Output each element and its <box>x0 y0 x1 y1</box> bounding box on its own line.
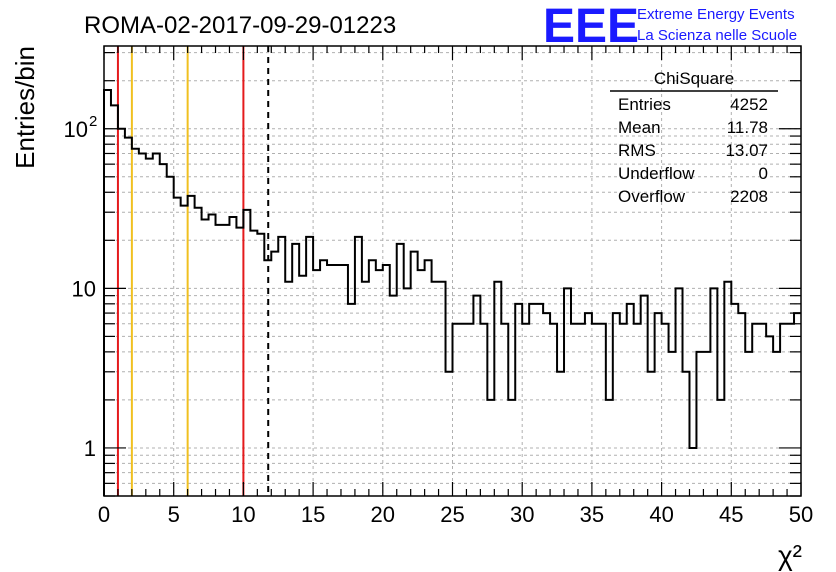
x-tick-label: 15 <box>301 502 325 527</box>
stats-value: 0 <box>759 164 768 183</box>
stats-label: Underflow <box>618 164 695 183</box>
x-tick-label: 20 <box>371 502 395 527</box>
axes <box>103 45 802 497</box>
stats-value: 11.78 <box>727 118 768 137</box>
eee-logo-line1: Extreme Energy Events <box>637 6 795 23</box>
chart-title: ROMA-02-2017-09-29-01223 <box>84 12 396 39</box>
stats-label: RMS <box>618 141 656 160</box>
y-tick-label: 1 <box>84 436 96 461</box>
stats-label: Mean <box>618 118 661 137</box>
x-tick-labels: 0 5 10 15 20 25 30 35 40 45 50 <box>98 502 813 527</box>
stats-label: Entries <box>618 95 671 114</box>
x-tick-label: 5 <box>168 502 180 527</box>
eee-logo-text: EEE <box>543 0 639 53</box>
x-tick-label: 35 <box>580 502 604 527</box>
x-tick-label: 40 <box>649 502 673 527</box>
x-tick-label: 50 <box>789 502 813 527</box>
y-tick-label-exponent: 2 <box>89 113 97 130</box>
stats-label: Overflow <box>618 187 686 206</box>
eee-logo-line2: La Scienza nelle Scuole <box>637 27 797 44</box>
stats-value: 2208 <box>730 187 768 206</box>
x-tick-label: 0 <box>98 502 110 527</box>
histogram <box>103 88 801 496</box>
stats-box: ChiSquare Entries 4252 Mean 11.78 RMS 13.07 Un… <box>610 69 778 206</box>
stats-value: 4252 <box>730 95 768 114</box>
x-tick-label: 45 <box>719 502 743 527</box>
eee-logo: EEE Extreme Energy Events La Scienza nel… <box>543 0 797 53</box>
y-tick-label: 10 <box>64 117 88 142</box>
stats-title: ChiSquare <box>654 69 734 88</box>
x-tick-label: 10 <box>231 502 255 527</box>
x-tick-label: 30 <box>510 502 534 527</box>
x-tick-label: 25 <box>440 502 464 527</box>
x-axis-title: χ² <box>778 540 802 571</box>
stats-value: 13.07 <box>725 141 768 160</box>
y-tick-label: 10 <box>72 276 96 301</box>
y-axis-title: Entries/bin <box>10 46 40 169</box>
marker-lines <box>116 46 270 496</box>
histogram-outline <box>103 88 801 496</box>
